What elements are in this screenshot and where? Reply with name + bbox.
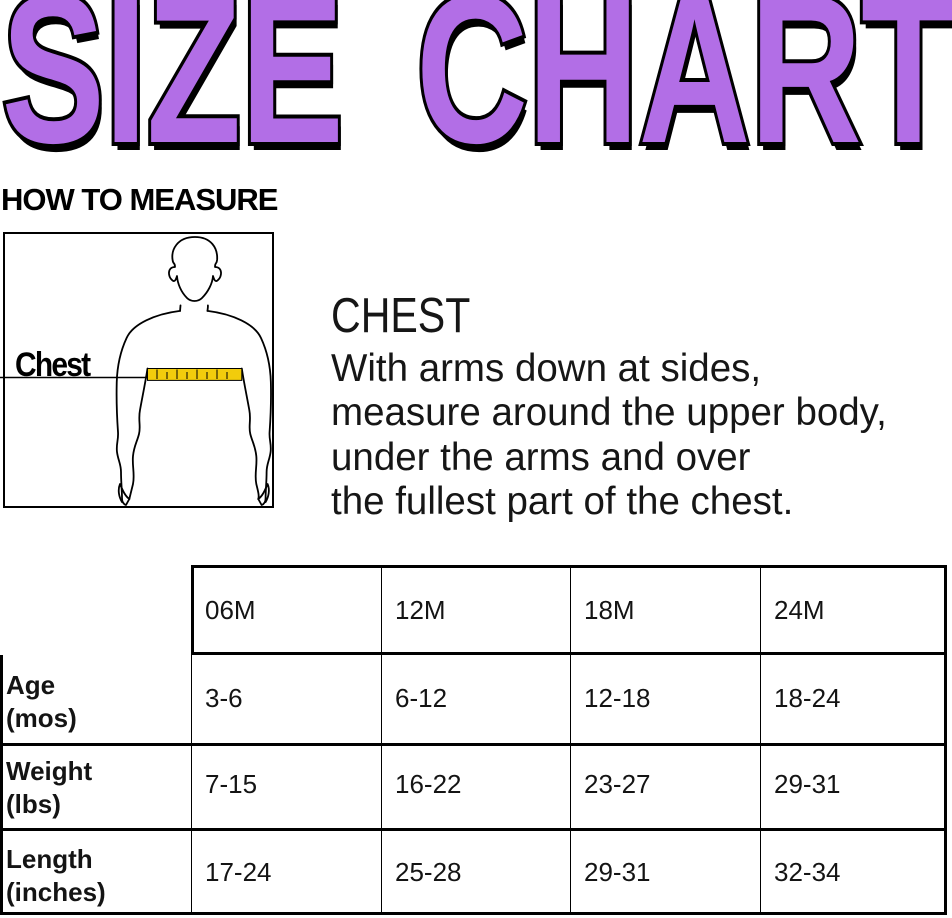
svg-text:SIZECHART: SIZE CHART [1,0,952,160]
